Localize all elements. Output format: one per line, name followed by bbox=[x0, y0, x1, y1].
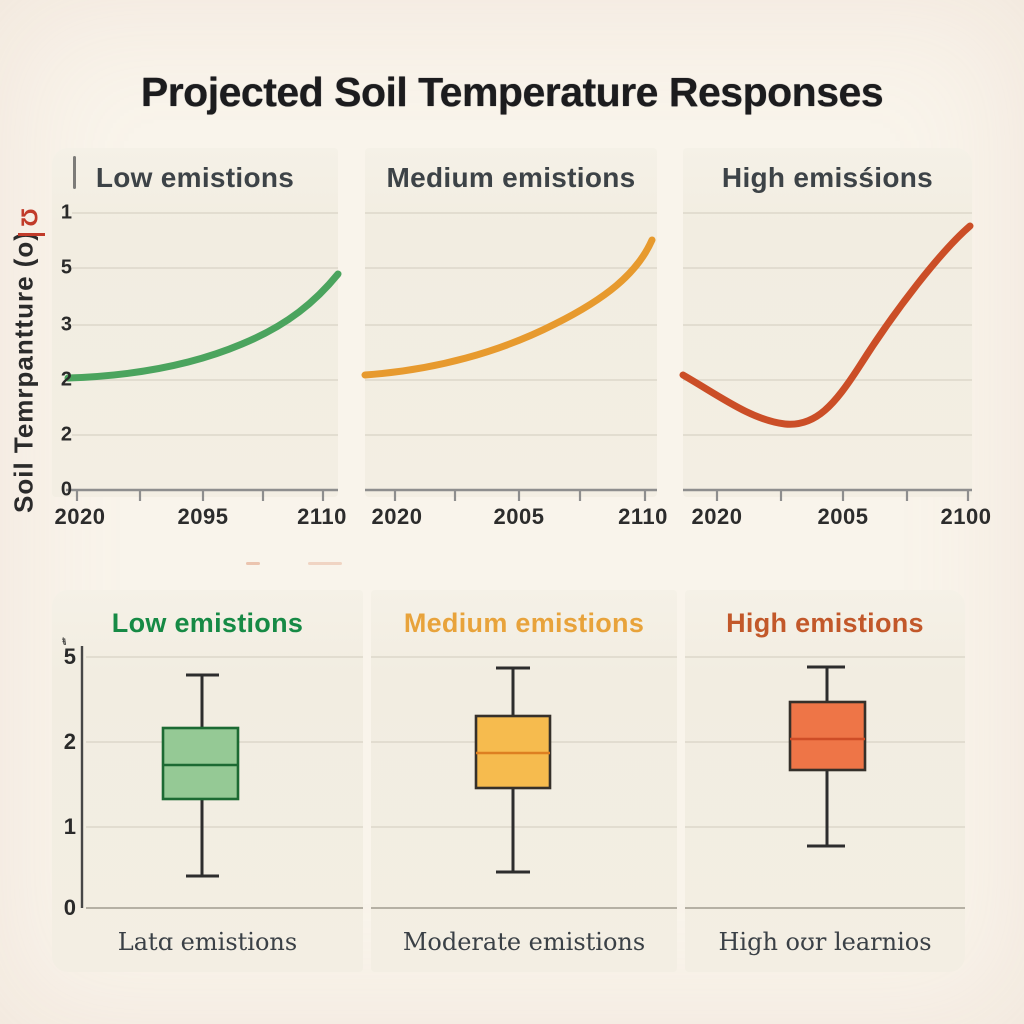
x-axis-ticks bbox=[393, 490, 647, 501]
panel-title-medium: Medium emistions bbox=[386, 162, 636, 193]
page-title: Projected Soil Temperature Responses bbox=[140, 69, 884, 116]
line-plot-medium bbox=[361, 212, 657, 501]
box-plot-low bbox=[80, 646, 363, 909]
iqr-box bbox=[161, 726, 240, 801]
line-chart-panel-high: High emisśions 2020 2005 2100 bbox=[679, 148, 991, 529]
box-plot-panel-medium: Medium emistions Moderate emistions bbox=[371, 590, 677, 972]
box-plot-medium bbox=[371, 656, 677, 909]
red-underline-mark bbox=[18, 233, 45, 236]
x-tick-label: 2005 bbox=[817, 504, 869, 529]
gridlines bbox=[685, 656, 965, 909]
x-tick-label: 2110 bbox=[618, 504, 668, 529]
box-plot-panel-low: Low emistions ŧı 5 2 1 0 Latɑ emistions bbox=[52, 590, 363, 972]
panel-title-low: Low emistions bbox=[111, 608, 304, 638]
whiskers bbox=[496, 666, 530, 874]
x-tick-label: 2110 bbox=[297, 504, 347, 529]
panel-caption: High oʊr learnios bbox=[718, 928, 932, 956]
x-axis-ticks bbox=[715, 490, 970, 501]
box-plot-panel-high: High emistions High oʊr learnios bbox=[685, 590, 965, 972]
x-tick-label: 2020 bbox=[54, 504, 106, 529]
y-tick-label: 1 bbox=[60, 201, 72, 224]
y-tick-label: 1 bbox=[63, 814, 76, 839]
y-tick-label: 5 bbox=[63, 644, 76, 669]
line-plot-high bbox=[679, 212, 974, 501]
panel-title-low: Low emistions bbox=[95, 162, 295, 193]
whiskers bbox=[807, 665, 845, 848]
x-tick-label: 2095 bbox=[177, 504, 229, 529]
y-tick-label: 0 bbox=[63, 895, 76, 920]
panel-caption: Moderate emistions bbox=[402, 928, 646, 956]
trend-curve-low bbox=[64, 270, 342, 382]
y-tick-label: 5 bbox=[60, 256, 72, 279]
panel-title-medium: Medium emistions bbox=[403, 608, 645, 638]
y-tick-label: 2 bbox=[60, 423, 72, 446]
panel-caption: Latɑ emistions bbox=[117, 928, 298, 956]
y-tick-label: 2 bbox=[63, 729, 76, 754]
line-chart-panel-medium: Medium emistions 2020 2005 2110 bbox=[361, 148, 667, 529]
y-tick-label: 3 bbox=[60, 313, 72, 336]
trend-curve-medium bbox=[361, 236, 656, 379]
y-axis-label: Soil Temrpantture (o) bbox=[8, 231, 39, 513]
y-tick-label: 0 bbox=[60, 478, 72, 501]
stray-smudge-icon bbox=[246, 562, 260, 565]
line-plot-low bbox=[64, 212, 342, 501]
stray-smudge-icon bbox=[308, 562, 342, 565]
x-axis-ticks bbox=[75, 490, 325, 501]
panel-title-high: High emistions bbox=[726, 608, 924, 638]
x-tick-label: 2020 bbox=[691, 504, 743, 529]
gridlines bbox=[683, 212, 972, 436]
panel-title-high: High emisśions bbox=[721, 162, 934, 193]
gridlines bbox=[72, 212, 338, 436]
red-omega-glyph: Ω bbox=[16, 208, 43, 227]
box-plot-high bbox=[685, 656, 965, 909]
x-tick-label: 2005 bbox=[493, 504, 545, 529]
y-tick-label: 2 bbox=[60, 368, 72, 391]
trend-curve-high bbox=[679, 222, 974, 428]
line-chart-panel-low: Low emistions 1 5 3 2 2 0 bbox=[52, 148, 346, 529]
x-tick-label: 2020 bbox=[371, 504, 423, 529]
x-tick-label: 2100 bbox=[940, 504, 992, 529]
iqr-box bbox=[788, 700, 867, 772]
stray-axis-mark bbox=[73, 156, 76, 189]
whiskers bbox=[186, 673, 219, 878]
gridlines bbox=[365, 212, 657, 436]
